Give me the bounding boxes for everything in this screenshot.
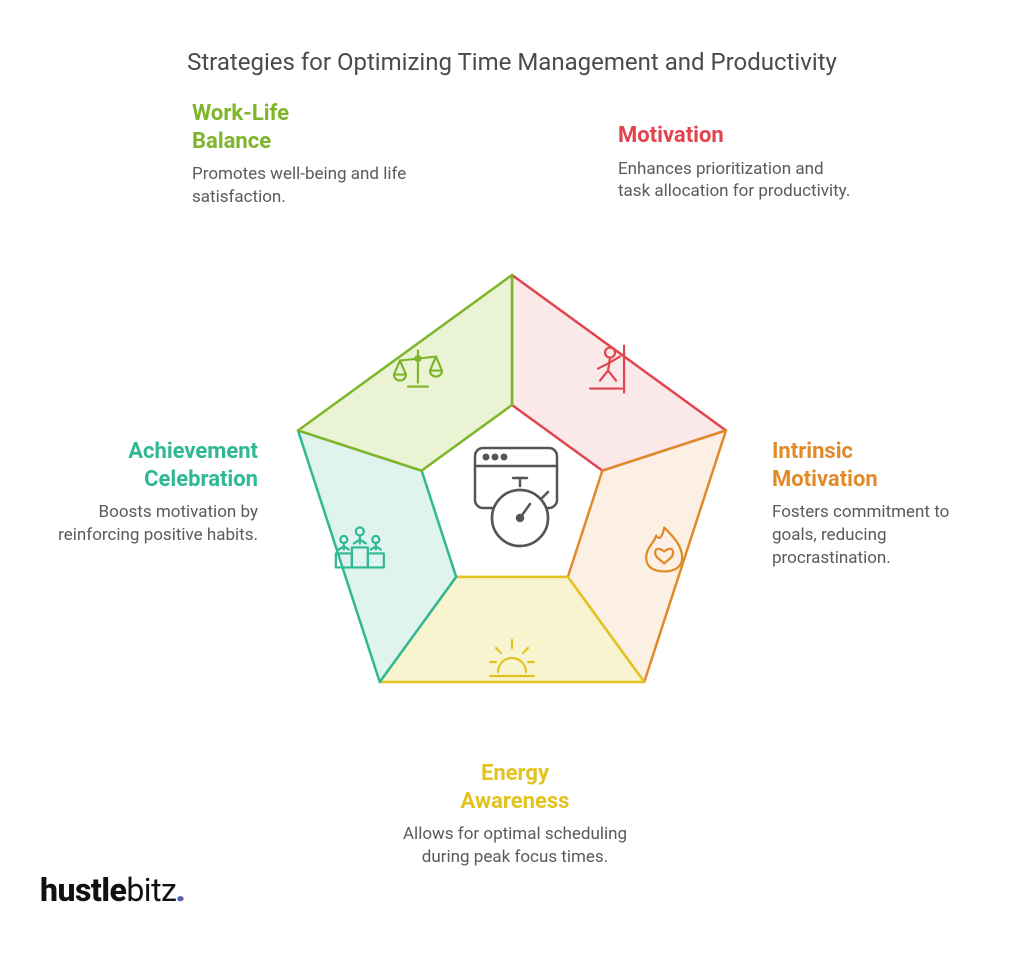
pentagon-diagram [0, 0, 1024, 957]
brand-logo: hustlebitz.. [40, 871, 184, 909]
logo-part2: bitz [126, 871, 176, 909]
browser-stopwatch-icon [475, 448, 557, 546]
logo-part1: hustle [40, 871, 126, 909]
